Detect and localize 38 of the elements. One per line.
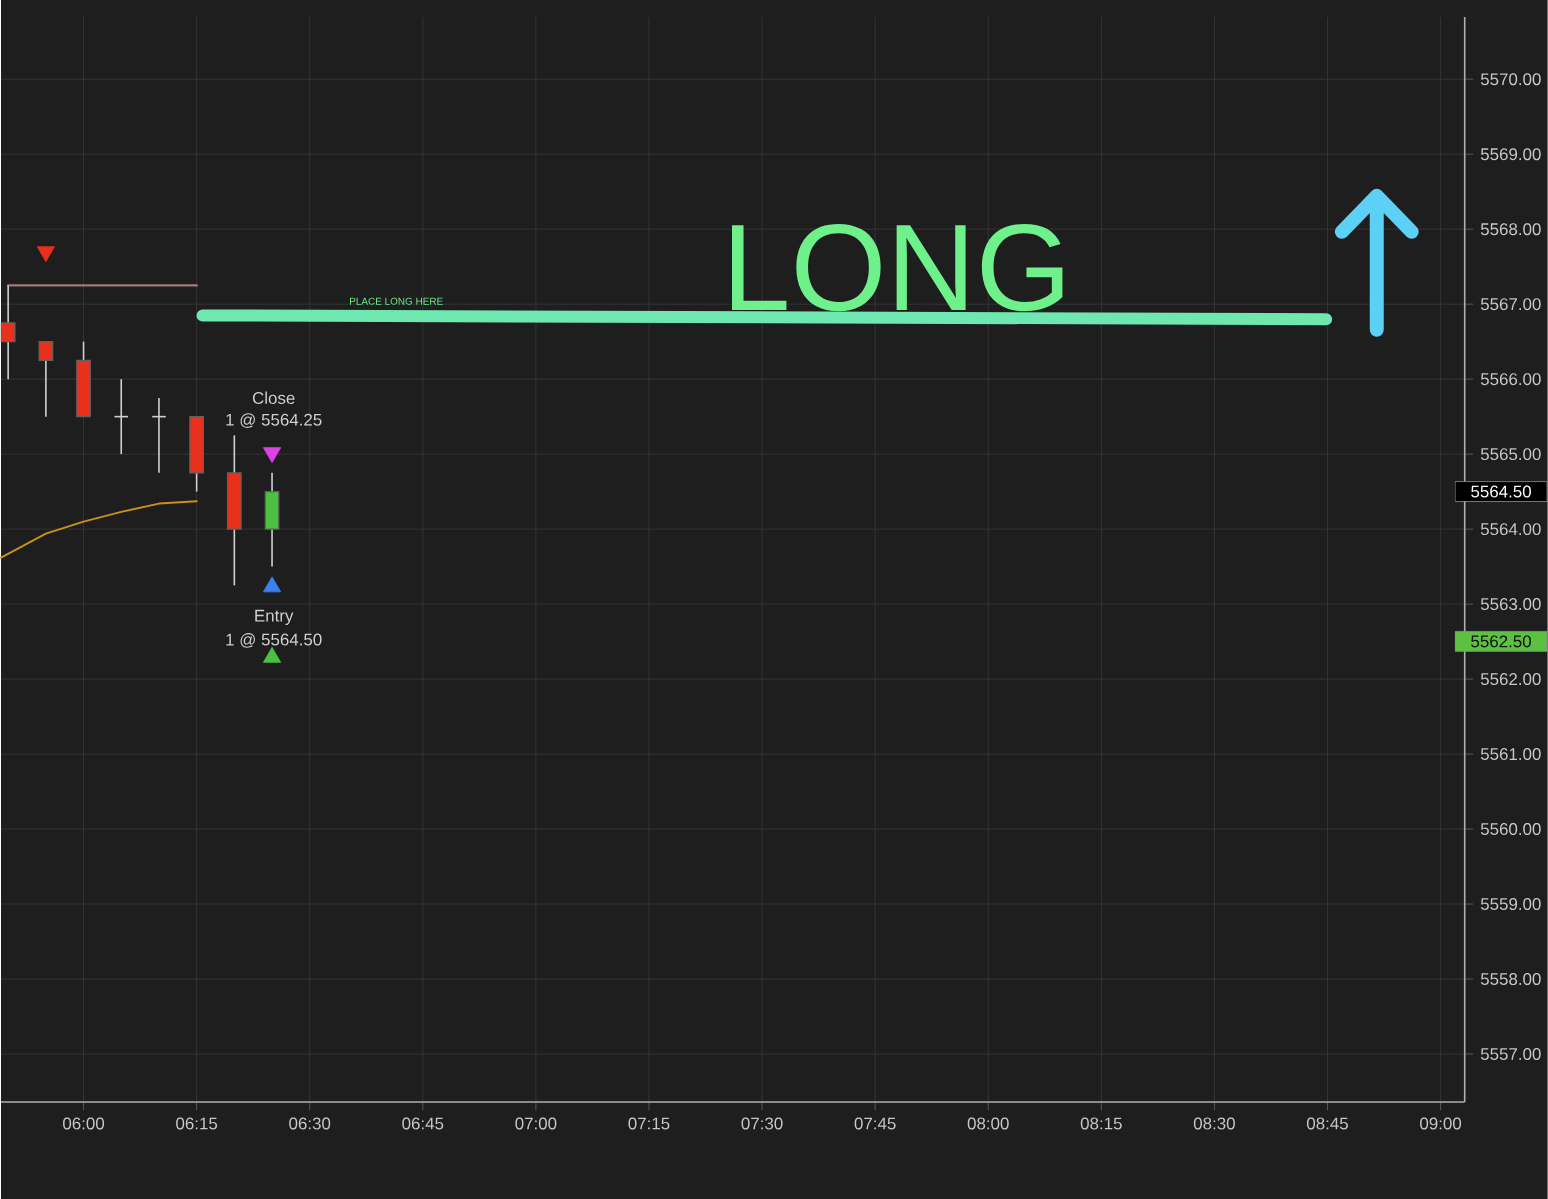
x-tick-label: 07:00 (515, 1117, 557, 1130)
y-tick-label: 5559.00 (1480, 898, 1541, 911)
y-tick-label: 5568.00 (1480, 223, 1541, 236)
y-tick-label: 5567.00 (1480, 298, 1541, 311)
y-tick-label: 5557.00 (1480, 1048, 1541, 1061)
y-tick-label: 5562.00 (1480, 673, 1541, 686)
y-tick-label: 5569.00 (1480, 148, 1541, 161)
y-tick-label: 5561.00 (1480, 748, 1541, 761)
line-series (0, 500, 198, 559)
x-tick-label: 06:00 (63, 1117, 105, 1130)
annotation: 1 @ 5564.50 (226, 633, 322, 648)
x-tick-label: 09:00 (1420, 1117, 1462, 1130)
x-tick-label: 07:15 (628, 1117, 670, 1130)
annotation: 1 @ 5564.25 (226, 413, 322, 428)
text: 5564.50 (1471, 485, 1531, 498)
candlestick (38, 340, 54, 418)
text: 5562.50 (1471, 635, 1531, 648)
x-tick-label: 08:45 (1306, 1117, 1348, 1130)
candlestick (0, 284, 16, 380)
annotation: Entry (255, 609, 294, 626)
x-tick-label: 06:30 (289, 1117, 331, 1130)
y-tick-label: 5566.00 (1480, 373, 1541, 386)
x-tick-label: 07:45 (854, 1117, 896, 1130)
x-tick-label: 08:15 (1080, 1117, 1122, 1130)
y-tick-label: 5565.00 (1480, 448, 1541, 461)
y-tick-label: 5560.00 (1480, 823, 1541, 836)
y-tick-label: 5563.00 (1480, 598, 1541, 611)
x-tick-label: 08:00 (967, 1117, 1009, 1130)
x-tick-label: 06:15 (176, 1117, 218, 1130)
annotation: PLACE LONG HERE (350, 297, 443, 305)
x-tick-label: 07:30 (741, 1117, 783, 1130)
x-tick-label: 06:45 (402, 1117, 444, 1130)
x-tick-label: 08:30 (1193, 1117, 1235, 1130)
y-tick-label: 5558.00 (1480, 973, 1541, 986)
annotation: LONG (732, 223, 1063, 312)
y-tick-label: 5570.00 (1480, 73, 1541, 86)
y-tick-label: 5564.00 (1480, 523, 1541, 536)
annotation: Close (252, 391, 295, 405)
